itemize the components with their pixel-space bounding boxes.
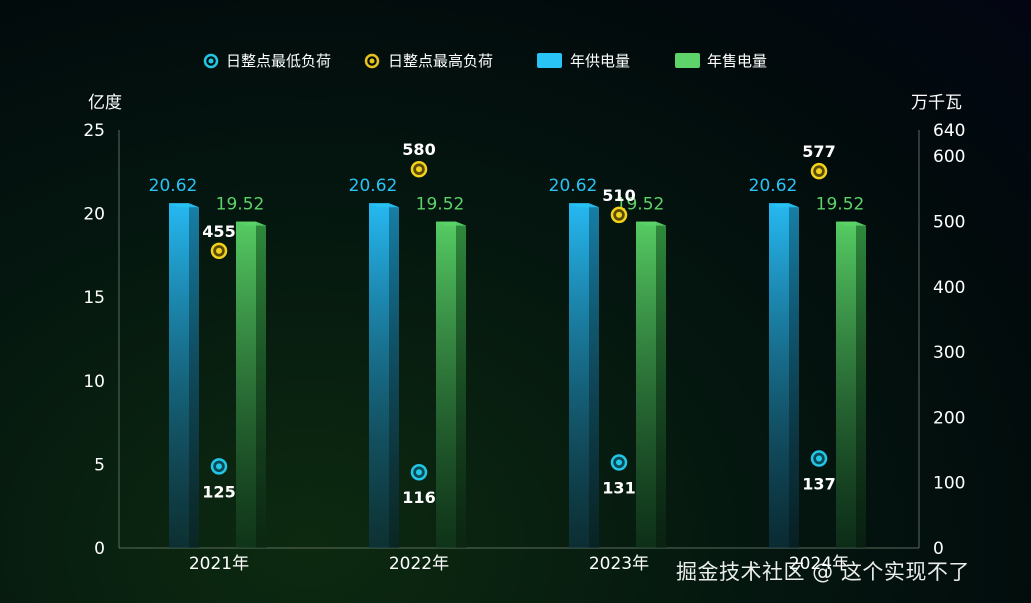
right-tick-label: 500 xyxy=(933,212,965,232)
sales-bar xyxy=(836,221,866,548)
sales-bar xyxy=(436,221,466,548)
left-tick-label: 0 xyxy=(94,539,105,559)
low-load-point-core xyxy=(216,463,222,470)
sales-data-label: 19.52 xyxy=(416,195,465,215)
high-load-label: 510 xyxy=(602,186,635,205)
supply-bar-front xyxy=(569,203,589,549)
supply-bar xyxy=(169,203,199,549)
high-load-point-core xyxy=(416,166,422,173)
low-load-label: 137 xyxy=(802,475,835,494)
supply-data-label: 20.62 xyxy=(349,176,398,196)
legend-supply-swatch xyxy=(537,53,562,68)
low-load-label: 125 xyxy=(202,482,235,501)
legend-low-label: 日整点最低负荷 xyxy=(226,52,331,70)
sales-bar-front xyxy=(836,221,856,548)
sales-bar-side xyxy=(656,221,666,548)
right-tick-label: 0 xyxy=(933,539,944,559)
sales-bar-front xyxy=(436,221,456,548)
high-load-point-core xyxy=(616,211,622,218)
right-axis-title: 万千瓦 xyxy=(911,93,962,113)
low-load-point-core xyxy=(816,455,822,462)
high-load-label: 580 xyxy=(402,140,435,159)
right-tick-label: 600 xyxy=(933,147,965,167)
left-tick-label: 20 xyxy=(83,205,105,225)
high-load-point-core xyxy=(216,247,222,254)
supply-bar-side xyxy=(789,203,799,549)
legend-supply-label: 年供电量 xyxy=(570,52,630,70)
low-load-point-core xyxy=(616,459,622,466)
x-tick-label: 2022年 xyxy=(389,554,449,574)
supply-data-label: 20.62 xyxy=(549,176,598,196)
supply-bar-side xyxy=(589,203,599,549)
sales-bar-side xyxy=(256,221,266,548)
sales-bar-top xyxy=(436,221,466,226)
watermark: 掘金技术社区 @ 这个实现不了 xyxy=(676,560,970,584)
left-axis-ticks: 0 5 10 15 20 25 xyxy=(83,121,105,559)
sales-bar-side xyxy=(856,221,866,548)
high-load-label: 455 xyxy=(202,222,235,241)
x-axis-ticks: 2021年 2022年 2023年 2024年 xyxy=(189,554,849,574)
low-load-point-core xyxy=(416,469,422,476)
supply-bar-side xyxy=(389,203,399,549)
supply-data-label: 20.62 xyxy=(149,176,198,196)
legend-item-high-load[interactable]: 日整点最高负荷 xyxy=(364,52,493,70)
high-load-label: 577 xyxy=(802,142,835,161)
x-tick-label: 2021年 xyxy=(189,554,249,574)
supply-bar xyxy=(769,203,799,549)
low-load-label: 131 xyxy=(602,478,635,497)
right-tick-label: 640 xyxy=(933,121,965,141)
legend-item-sales[interactable]: 年售电量 xyxy=(675,52,767,70)
right-axis-ticks: 0 100 200 300 400 500 600 640 xyxy=(933,121,965,559)
legend-sales-swatch xyxy=(675,53,700,68)
supply-bar-side xyxy=(189,203,199,549)
right-tick-label: 400 xyxy=(933,278,965,298)
legend-sales-label: 年售电量 xyxy=(707,52,767,70)
low-load-label: 116 xyxy=(402,488,435,507)
sales-bar xyxy=(636,221,666,548)
bar-series: 20.62 19.52 20.62 19.52 20.62 19.52 20.62 19.52 xyxy=(149,176,866,549)
left-tick-label: 5 xyxy=(94,455,105,475)
left-tick-label: 10 xyxy=(83,372,105,392)
high-load-point-core xyxy=(816,168,822,175)
supply-bar-top xyxy=(769,203,799,208)
legend-high-label: 日整点最高负荷 xyxy=(388,52,493,70)
sales-data-label: 19.52 xyxy=(616,195,665,215)
right-tick-label: 100 xyxy=(933,474,965,494)
sales-bar-side xyxy=(456,221,466,548)
legend-high-icon xyxy=(364,53,380,69)
supply-bar xyxy=(369,203,399,549)
supply-bar xyxy=(569,203,599,549)
right-tick-label: 200 xyxy=(933,408,965,428)
supply-bar-front xyxy=(769,203,789,549)
supply-bar-front xyxy=(369,203,389,549)
legend: 日整点最低负荷 日整点最高负荷 年供电量 年售电量 xyxy=(203,52,767,70)
load-series: 455 125 580 116 510 131 577 137 xyxy=(202,140,835,507)
sales-bar-top xyxy=(236,221,266,226)
supply-data-label: 20.62 xyxy=(749,176,798,196)
right-tick-label: 300 xyxy=(933,343,965,363)
sales-data-label: 19.52 xyxy=(816,195,865,215)
legend-item-supply[interactable]: 年供电量 xyxy=(537,52,630,70)
sales-data-label: 19.52 xyxy=(216,195,265,215)
sales-bar-front xyxy=(236,221,256,548)
sales-bar xyxy=(236,221,266,548)
legend-item-low-load[interactable]: 日整点最低负荷 xyxy=(203,52,331,70)
x-tick-label: 2024年 xyxy=(789,554,849,574)
left-tick-label: 25 xyxy=(83,121,105,141)
sales-bar-top xyxy=(636,221,666,226)
supply-bar-top xyxy=(369,203,399,208)
supply-bar-top xyxy=(169,203,199,208)
supply-bar-front xyxy=(169,203,189,549)
supply-bar-top xyxy=(569,203,599,208)
x-tick-label: 2023年 xyxy=(589,554,649,574)
sales-bar-front xyxy=(636,221,656,548)
legend-low-icon xyxy=(203,53,219,69)
sales-bar-top xyxy=(836,221,866,226)
left-tick-label: 15 xyxy=(83,288,105,308)
left-axis-title: 亿度 xyxy=(88,93,122,113)
